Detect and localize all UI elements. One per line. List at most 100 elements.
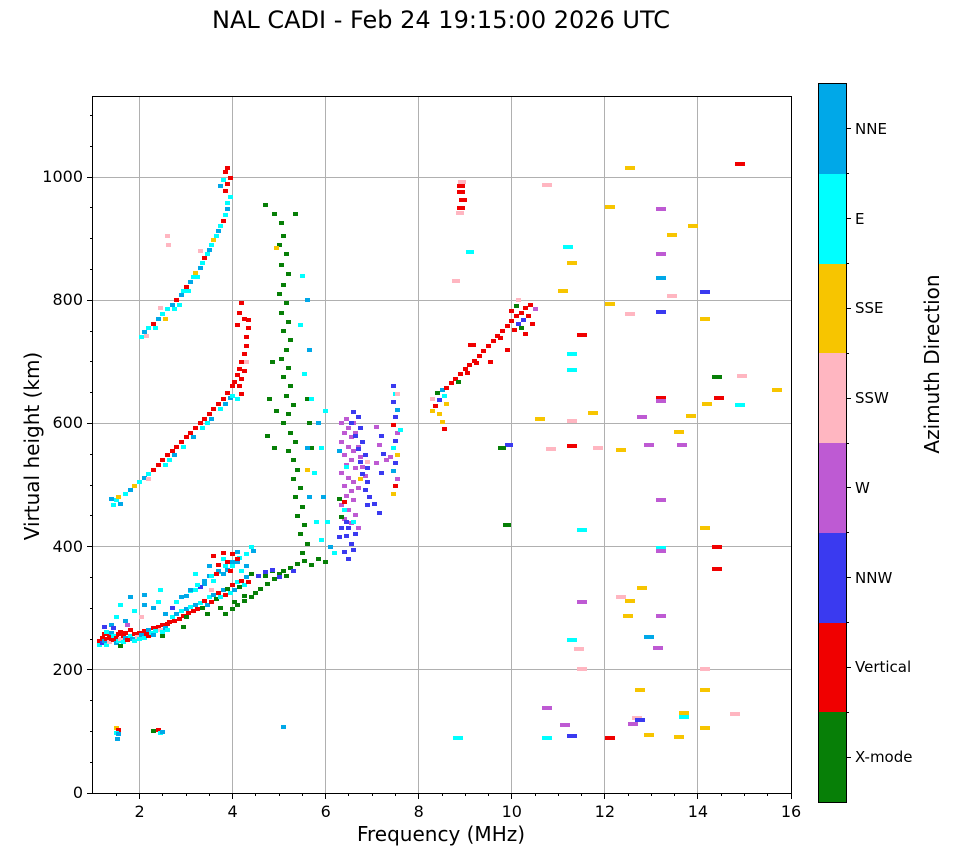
data-point — [141, 475, 147, 480]
data-point — [111, 638, 117, 643]
data-point — [351, 410, 357, 415]
y-minor-tick — [90, 453, 93, 455]
data-point — [271, 446, 277, 451]
x-minor-tick — [115, 793, 117, 796]
data-point — [567, 638, 578, 643]
data-point — [365, 465, 371, 470]
data-point — [574, 646, 585, 651]
data-point — [390, 491, 396, 496]
data-point — [676, 443, 687, 447]
x-minor-tick — [767, 793, 769, 796]
colorbar-tick — [846, 397, 851, 399]
data-point — [262, 574, 268, 579]
data-point — [567, 734, 578, 739]
data-point — [225, 390, 231, 395]
data-point — [111, 502, 117, 507]
y-minor-tick — [90, 268, 93, 270]
data-point — [295, 513, 301, 518]
data-point — [341, 507, 347, 512]
data-point — [202, 581, 208, 586]
colorbar-minor-tick — [846, 173, 849, 175]
data-point — [488, 359, 494, 364]
data-point — [395, 391, 401, 396]
data-point — [355, 444, 361, 449]
data-point — [244, 575, 250, 580]
data-point — [234, 373, 240, 378]
data-point — [137, 479, 143, 484]
colorbar-tick — [846, 128, 851, 130]
data-point — [139, 615, 145, 620]
y-minor-tick — [90, 576, 93, 578]
data-point — [395, 407, 401, 412]
data-point — [353, 532, 359, 537]
colorbar-tick — [846, 577, 851, 579]
data-point — [309, 446, 315, 451]
data-point — [309, 396, 315, 401]
y-tick-label: 0 — [72, 783, 83, 802]
data-point — [346, 556, 352, 561]
data-point — [204, 252, 210, 257]
grid-line-horizontal — [93, 546, 791, 548]
x-tick-label: 4 — [227, 802, 238, 821]
colorbar-band-ssw — [819, 353, 846, 443]
data-point — [365, 502, 371, 507]
data-point — [278, 262, 284, 267]
data-point — [157, 305, 163, 310]
data-point — [341, 484, 347, 489]
data-point — [655, 498, 666, 503]
data-point — [116, 495, 122, 500]
data-point — [441, 393, 447, 398]
data-point — [530, 321, 536, 326]
data-point — [150, 321, 156, 326]
data-point — [211, 592, 217, 597]
grid-line-horizontal — [93, 299, 791, 301]
data-point — [292, 439, 298, 444]
data-point — [244, 564, 250, 569]
data-point — [281, 233, 287, 238]
data-point — [109, 630, 115, 635]
data-point — [644, 443, 655, 447]
data-point — [109, 496, 115, 501]
data-point — [192, 572, 198, 577]
data-point — [192, 587, 198, 592]
data-point — [511, 327, 517, 332]
data-point — [185, 289, 191, 294]
data-point — [392, 461, 398, 466]
data-point — [456, 190, 465, 195]
x-tick-label: 12 — [594, 802, 616, 821]
grid-line-vertical — [697, 97, 699, 793]
data-point — [734, 402, 745, 407]
data-point — [358, 476, 364, 481]
x-tick — [232, 793, 234, 799]
data-point — [355, 486, 361, 491]
y-minor-tick — [90, 484, 93, 486]
data-point — [265, 581, 270, 586]
data-point — [106, 640, 112, 645]
data-point — [183, 607, 189, 612]
x-tick — [418, 793, 420, 799]
data-point — [176, 303, 182, 308]
data-point — [230, 552, 236, 557]
data-point — [462, 367, 468, 372]
grid-line-vertical — [139, 97, 141, 793]
data-point — [190, 274, 196, 279]
data-point — [271, 212, 277, 217]
y-tick-label: 600 — [52, 413, 83, 433]
data-point — [288, 338, 294, 343]
data-point — [220, 219, 226, 224]
data-point — [285, 412, 291, 417]
data-point — [472, 358, 478, 363]
data-point — [444, 385, 450, 390]
data-point — [190, 434, 196, 439]
data-point — [197, 266, 203, 271]
data-point — [237, 384, 243, 389]
grid-line-horizontal — [93, 176, 791, 178]
data-point — [271, 576, 277, 581]
data-point — [225, 182, 231, 187]
data-point — [362, 487, 368, 492]
x-tick-label: 14 — [687, 802, 709, 821]
data-point — [137, 630, 143, 635]
y-tick-label: 200 — [52, 659, 83, 679]
data-point — [458, 372, 464, 377]
data-point — [576, 667, 587, 672]
